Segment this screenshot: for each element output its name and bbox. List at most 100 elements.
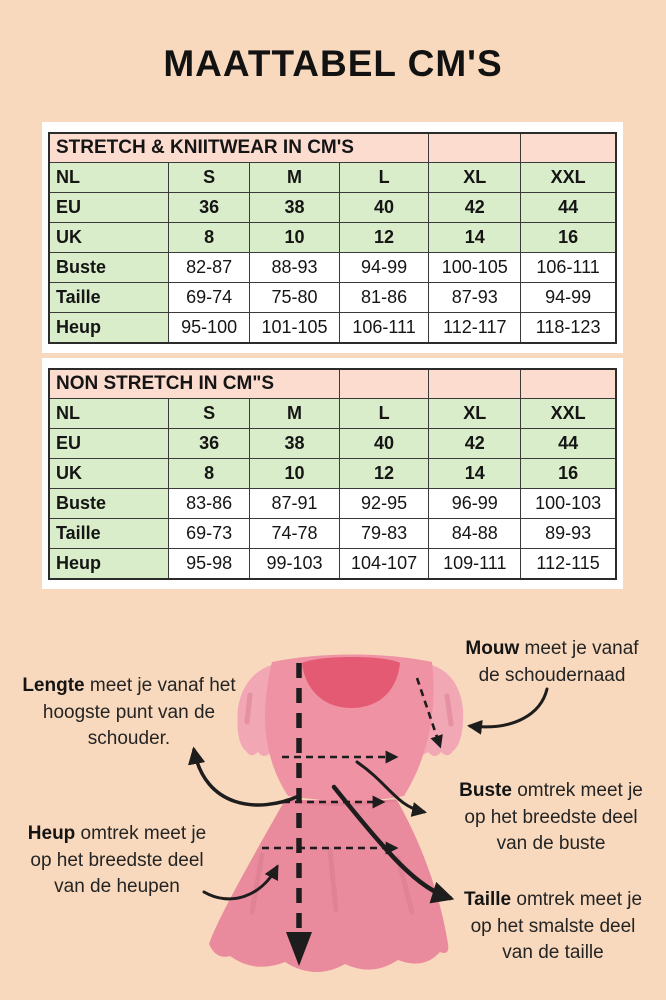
size-cell: L bbox=[338, 398, 430, 429]
size-cell: 8 bbox=[168, 222, 251, 253]
measure-cell: 81-86 bbox=[338, 282, 430, 313]
heup-pointer-arrow bbox=[202, 864, 279, 901]
size-cell: M bbox=[249, 398, 340, 429]
measure-cell: 87-91 bbox=[249, 488, 340, 519]
length-arrowhead bbox=[286, 932, 312, 966]
annotation-line: Lengte meet je vanaf het bbox=[22, 675, 236, 696]
row-label-cell: Taille bbox=[48, 282, 170, 313]
size-cell: 12 bbox=[338, 458, 430, 489]
size-cell: 44 bbox=[520, 428, 617, 459]
size-cell: 38 bbox=[249, 192, 340, 223]
bodice-shape bbox=[265, 654, 434, 801]
size-cell: 12 bbox=[338, 222, 430, 253]
annotation-line: de schoudernaad bbox=[478, 664, 626, 686]
annotation-line: Buste omtrek meet je bbox=[459, 780, 643, 801]
row-label-cell: EU bbox=[48, 192, 170, 223]
taille-keyword: Taille bbox=[463, 889, 512, 910]
measure-cell: 101-105 bbox=[249, 312, 340, 343]
measure-row: Taille 69-73 74-78 79-83 84-88 89-93 bbox=[48, 518, 617, 549]
size-cell: XL bbox=[428, 162, 522, 193]
measure-cell: 75-80 bbox=[249, 282, 340, 313]
measure-row: Heup 95-100 101-105 106-111 112-117 118-123 bbox=[48, 312, 617, 343]
size-cell: 8 bbox=[168, 458, 251, 489]
measure-row: Heup 95-98 99-103 104-107 109-111 112-115 bbox=[48, 548, 617, 579]
annotation-line: Mouw meet je vanaf bbox=[465, 638, 639, 659]
table-title-empty-cell bbox=[338, 368, 430, 399]
neckline-shape bbox=[302, 657, 400, 708]
skirt-shape bbox=[209, 800, 449, 973]
row-label-cell: UK bbox=[48, 458, 170, 489]
taille-annotation: Taille omtrek meet je op het smalste dee… bbox=[438, 887, 666, 967]
size-cell: 40 bbox=[338, 192, 430, 223]
measure-cell: 100-103 bbox=[520, 488, 617, 519]
size-row: UK 8 10 12 14 16 bbox=[48, 458, 617, 489]
measure-row: Buste 82-87 88-93 94-99 100-105 106-111 bbox=[48, 252, 617, 283]
dress-measurement-diagram bbox=[0, 600, 666, 1000]
size-row: NL S M L XL XXL bbox=[48, 398, 617, 429]
annotation-line: hoogste punt van de bbox=[42, 701, 216, 723]
non-stretch-size-table: NON STRETCH IN CM"S NL S M L XL XXL EU 36 38 40 42 4… bbox=[48, 367, 617, 580]
measure-cell: 95-98 bbox=[168, 548, 251, 579]
annotation-line: schouder. bbox=[87, 728, 171, 749]
measure-cell: 69-74 bbox=[168, 282, 251, 313]
measure-cell: 92-95 bbox=[338, 488, 430, 519]
pleat-lines bbox=[244, 692, 454, 915]
row-label-cell: NL bbox=[48, 162, 170, 193]
size-cell: 38 bbox=[249, 428, 340, 459]
measure-cell: 106-111 bbox=[338, 312, 430, 343]
size-cell: XL bbox=[428, 398, 522, 429]
annotation-line: Heup omtrek meet je bbox=[27, 823, 207, 844]
heup-keyword: Heup bbox=[27, 823, 76, 844]
measure-cell: 82-87 bbox=[168, 252, 251, 283]
size-cell: 42 bbox=[428, 192, 522, 223]
buste-keyword: Buste bbox=[459, 780, 512, 801]
row-label-cell: Heup bbox=[48, 312, 170, 343]
mouw-annotation: Mouw meet je vanaf de schoudernaad bbox=[436, 636, 666, 689]
measure-cell: 106-111 bbox=[520, 252, 617, 283]
annotation-line: op het breedste deel bbox=[464, 806, 638, 828]
lengte-keyword: Lengte bbox=[22, 675, 85, 696]
measure-cell: 87-93 bbox=[428, 282, 522, 313]
measure-cell: 118-123 bbox=[520, 312, 617, 343]
measure-row: Buste 83-86 87-91 92-95 96-99 100-103 bbox=[48, 488, 617, 519]
measure-cell: 96-99 bbox=[428, 488, 522, 519]
annotation-line: op het breedste deel bbox=[30, 849, 204, 871]
dress-diagram-svg bbox=[188, 654, 549, 973]
buste-annotation: Buste omtrek meet je op het breedste dee… bbox=[437, 778, 665, 858]
size-cell: 16 bbox=[520, 458, 617, 489]
measure-cell: 94-99 bbox=[338, 252, 430, 283]
measure-cell: 112-117 bbox=[428, 312, 522, 343]
measure-cell: 94-99 bbox=[520, 282, 617, 313]
annotation-line: op het smalste deel bbox=[470, 915, 636, 937]
measure-cell: 79-83 bbox=[338, 518, 430, 549]
stretch-size-table: STRETCH & KNIITWEAR IN CM'S NL S M L XL XXL EU 3… bbox=[48, 131, 617, 344]
size-cell: 10 bbox=[249, 458, 340, 489]
size-cell: 14 bbox=[428, 458, 522, 489]
size-cell: XXL bbox=[520, 398, 617, 429]
row-label-cell: Buste bbox=[48, 488, 170, 519]
buste-pointer-arrow bbox=[355, 760, 427, 817]
row-label-cell: Taille bbox=[48, 518, 170, 549]
size-cell: 14 bbox=[428, 222, 522, 253]
measure-cell: 109-111 bbox=[428, 548, 522, 579]
table-title-empty-cell bbox=[520, 132, 617, 163]
table-title-empty-cell bbox=[428, 368, 522, 399]
size-cell: S bbox=[168, 398, 251, 429]
measure-cell: 95-100 bbox=[168, 312, 251, 343]
annotation-line: van de taille bbox=[502, 942, 604, 963]
annotation-line: van de buste bbox=[496, 833, 606, 854]
table-title-row: NON STRETCH IN CM"S bbox=[48, 368, 617, 399]
size-cell: 36 bbox=[168, 192, 251, 223]
measure-cell: 89-93 bbox=[520, 518, 617, 549]
size-cell: 36 bbox=[168, 428, 251, 459]
lengte-pointer-arrow bbox=[188, 746, 301, 807]
size-cell: S bbox=[168, 162, 251, 193]
table-title-empty-cell bbox=[520, 368, 617, 399]
row-label-cell: NL bbox=[48, 398, 170, 429]
size-row: EU 36 38 40 42 44 bbox=[48, 192, 617, 223]
size-row: UK 8 10 12 14 16 bbox=[48, 222, 617, 253]
row-label-cell: EU bbox=[48, 428, 170, 459]
size-cell: 10 bbox=[249, 222, 340, 253]
dress-illustration bbox=[209, 654, 464, 973]
